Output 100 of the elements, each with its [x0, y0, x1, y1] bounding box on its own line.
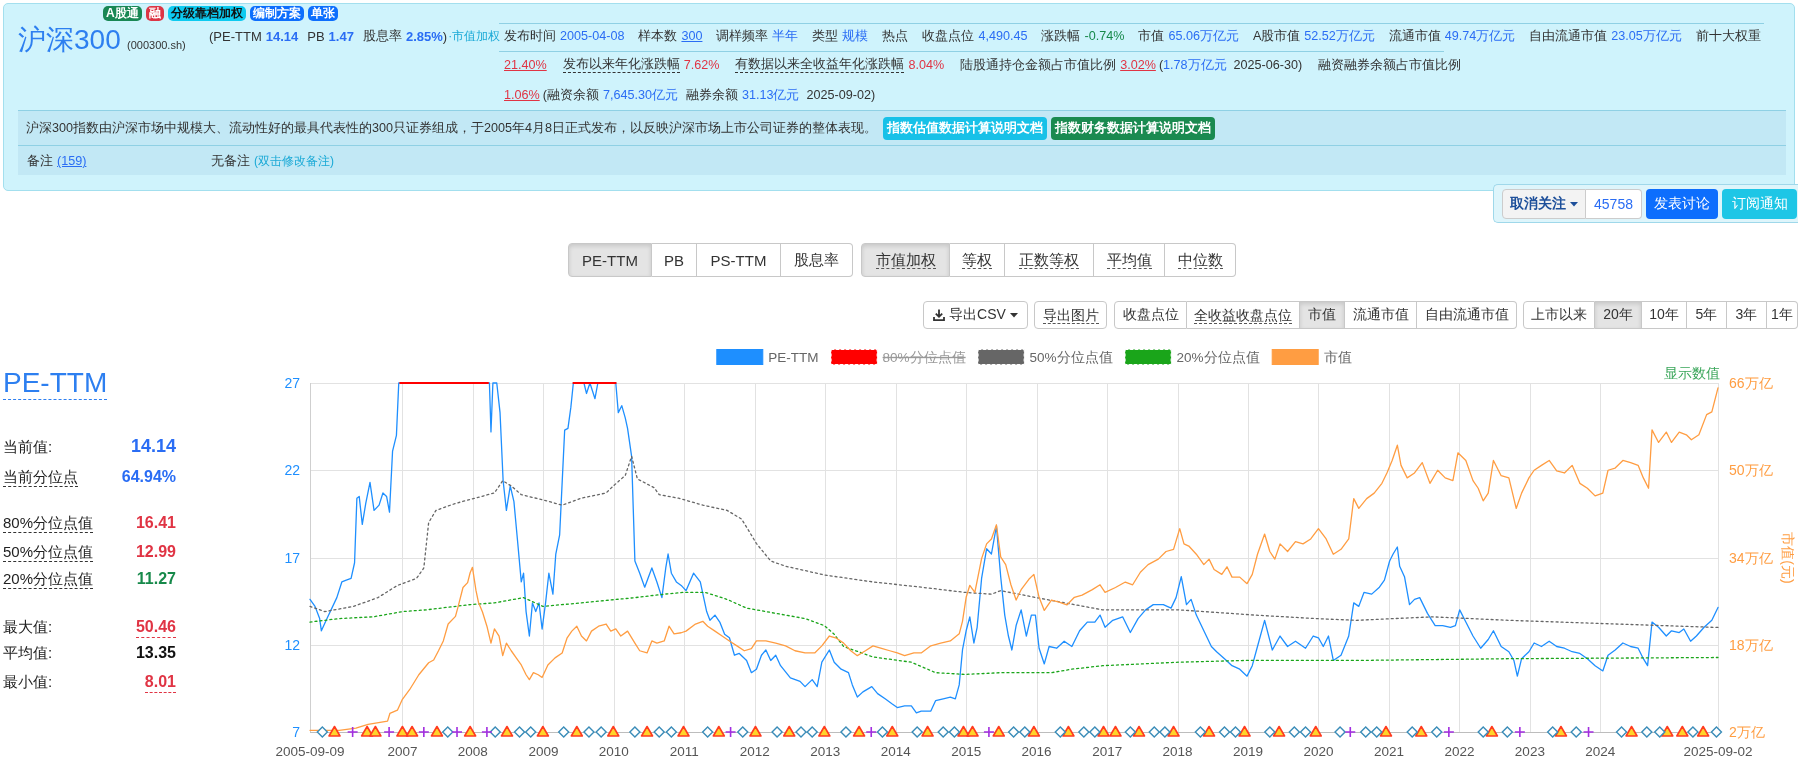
- y2-tick-label: 66万亿: [1729, 375, 1773, 391]
- text: 20年: [1603, 306, 1633, 324]
- legend-label: 20%分位点值: [1176, 349, 1260, 365]
- x-tick-label: 2011: [669, 744, 699, 758]
- text: 前十大权重: [1695, 27, 1761, 45]
- text: 规模: [842, 27, 869, 45]
- text: 4,490.45: [978, 29, 1028, 43]
- text: 自由流通市值: [1529, 27, 1608, 45]
- text: 5年: [1695, 306, 1718, 324]
- text: 1.06%: [504, 88, 540, 102]
- text: 发布时间: [504, 27, 556, 45]
- text: 编制方案: [249, 5, 304, 21]
- text: 上市以来: [1531, 306, 1587, 324]
- y-tick-label: 17: [284, 549, 301, 566]
- text: 分级靠档加权: [167, 5, 246, 21]
- text: 股息率: [362, 27, 402, 45]
- text: (双击修改备注): [254, 152, 334, 170]
- text: 最小值:: [3, 672, 53, 691]
- x-tick-label: 2021: [1374, 744, 1405, 758]
- text: 显示数值: [1664, 366, 1720, 381]
- x-tick-label: 2012: [739, 744, 770, 758]
- text: ·市值加权: [448, 27, 501, 45]
- text: 12.99: [135, 542, 176, 562]
- text: 当前分位点: [3, 466, 78, 487]
- text: 64.94%: [121, 466, 176, 487]
- text: 市值加权: [875, 250, 936, 269]
- text: 调样频率: [716, 27, 769, 45]
- text: 300: [681, 29, 703, 43]
- text: 全收益收盘点位: [1194, 306, 1292, 324]
- text: -0.74%: [1084, 29, 1125, 43]
- text: (PE-TTM: [209, 28, 262, 44]
- text: 沪深300: [18, 23, 121, 57]
- text: 2005-04-08: [560, 29, 625, 43]
- x-tick-label: 2005-09-09: [275, 744, 345, 758]
- text: 13.35: [135, 643, 176, 663]
- x-tick-label: 2010: [598, 744, 629, 758]
- text: 3年: [1735, 306, 1758, 324]
- text: 半年: [772, 27, 799, 45]
- text: 14.14: [265, 28, 299, 44]
- text: PS-TTM: [710, 251, 767, 269]
- x-tick-label: 2017: [1092, 744, 1123, 758]
- y2-tick-label: 2万亿: [1729, 724, 1765, 740]
- text: PE-TTM: [582, 251, 638, 269]
- text: 股息率: [794, 250, 839, 270]
- text: 融券余额: [685, 86, 738, 104]
- y2-tick-label: 34万亿: [1729, 549, 1773, 566]
- text: 平均值: [1106, 250, 1152, 269]
- text: 2025-09-02): [806, 88, 876, 102]
- text: 11.27: [136, 569, 176, 589]
- y2-tick-label: 50万亿: [1729, 462, 1773, 479]
- text: 1.47: [328, 28, 354, 44]
- text: 无备注: [211, 152, 250, 170]
- x-tick-label: 2009: [528, 744, 559, 758]
- text: 20%分位点值: [3, 569, 94, 589]
- text: 类型: [812, 27, 839, 45]
- y2-axis-title: 市值(元): [1780, 532, 1796, 584]
- x-tick-label: 2022: [1444, 744, 1475, 758]
- text: (: [1158, 58, 1164, 72]
- text: 23.05万亿元: [1611, 27, 1682, 45]
- text: 热点: [882, 27, 909, 45]
- text: 指数财务数据计算说明文档: [1051, 116, 1216, 140]
- text: 8.01: [144, 671, 176, 693]
- y-tick-label: 7: [292, 724, 301, 740]
- x-tick-label: 2013: [810, 744, 841, 758]
- legend-label: PE-TTM: [768, 349, 819, 365]
- text: A股市值: [1252, 27, 1301, 45]
- text: 订阅通知: [1731, 195, 1788, 213]
- text: 7,645.30亿元: [602, 86, 678, 104]
- text: PB: [307, 28, 325, 44]
- text: 65.06万亿元: [1168, 27, 1239, 45]
- text: 平均值:: [3, 643, 53, 662]
- line-series: [309, 455, 1719, 629]
- x-tick-label: 2007: [387, 744, 418, 758]
- text: 16.41: [135, 513, 176, 533]
- x-tick-label: 2014: [880, 744, 912, 758]
- text: 取消关注: [1510, 195, 1566, 213]
- text: 涨跌幅: [1041, 27, 1081, 45]
- text: 导出图片: [1042, 306, 1099, 324]
- y2-tick-label: 18万亿: [1729, 636, 1773, 653]
- text: PB: [663, 251, 684, 269]
- text: 等权: [962, 250, 992, 269]
- x-tick-label: 2016: [1021, 744, 1052, 758]
- text: 陆股通持仓金额占市值比例: [960, 56, 1117, 74]
- text: 10年: [1649, 306, 1679, 324]
- line-series: [309, 591, 1719, 676]
- text: ): [442, 28, 448, 44]
- text: 45758: [1594, 196, 1633, 212]
- text: 融资余额: [546, 86, 599, 104]
- text: 融: [145, 5, 164, 21]
- text: 导出CSV: [949, 306, 1006, 324]
- text: 市值: [1138, 27, 1165, 45]
- y-tick-label: 22: [284, 462, 301, 479]
- text: 有数据以来全收益年化涨跌幅: [735, 57, 905, 73]
- text: 2025-06-30): [1233, 58, 1303, 72]
- y-tick-label: 27: [284, 375, 301, 391]
- x-tick-label: 2008: [457, 744, 488, 758]
- text: 流通市值: [1352, 306, 1409, 324]
- text: 31.13亿元: [741, 86, 800, 104]
- x-tick-label: 2024: [1585, 744, 1616, 758]
- text: 流通市值: [1388, 27, 1441, 45]
